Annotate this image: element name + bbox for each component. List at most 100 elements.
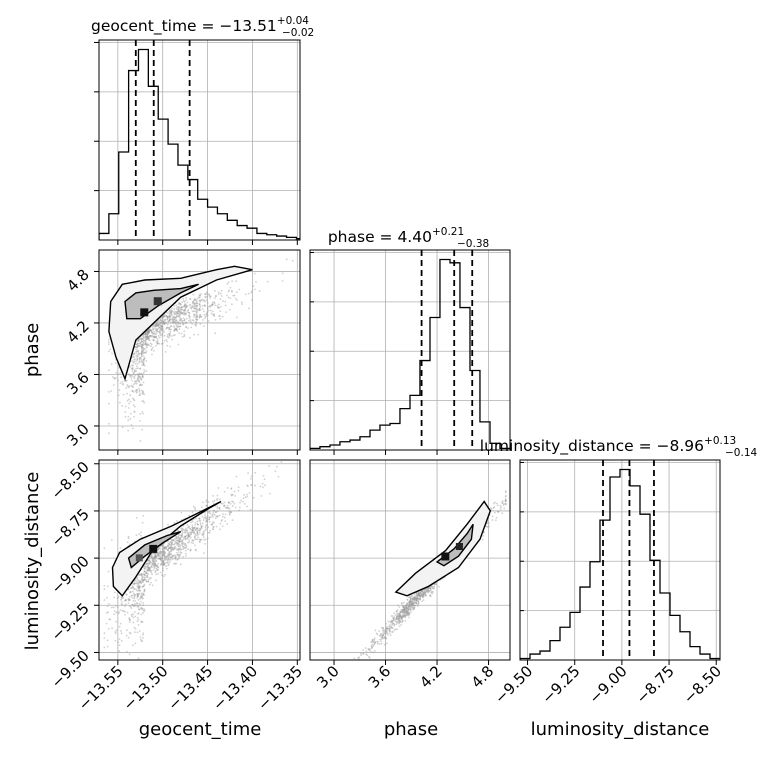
sample-point [116,597,119,600]
sample-point [385,629,387,632]
sample-point [420,594,423,597]
sample-point [154,327,157,330]
sample-point [162,315,165,318]
sample-point [155,325,158,328]
sample-point [118,611,120,614]
sample-point [216,494,219,497]
sample-point [411,594,413,597]
sample-point [207,309,210,312]
sample-point [209,296,212,299]
sample-point [141,375,144,377]
sample-point [204,293,207,296]
sample-point [156,342,159,345]
sample-point [194,302,197,304]
sample-point [411,597,414,600]
sample-point [130,613,133,616]
sample-point [198,307,201,310]
sample-point [129,606,132,608]
sample-point [184,536,187,538]
sample-point [204,304,207,307]
sample-point [199,300,202,303]
sample-point [420,592,423,595]
sample-point [173,329,176,331]
sample-point [212,513,214,516]
sample-point [155,556,158,558]
sample-point [438,585,440,588]
sample-point [163,548,165,550]
sample-point [162,329,165,332]
sample-point [214,332,217,335]
sample-point [132,415,135,418]
sample-point [173,304,176,307]
sample-point [157,557,160,560]
sample-point [188,314,190,316]
sample-point [127,386,130,389]
sample-point [139,584,141,587]
sample-point [426,587,429,590]
sample-point [213,315,216,318]
sample-point [183,305,186,307]
sample-point [121,380,124,383]
sample-point [140,582,142,584]
sample-point [168,315,171,318]
sample-point [416,595,419,598]
sample-point [179,534,182,537]
sample-point [190,533,192,535]
sample-point [178,328,181,331]
sample-point [170,544,172,546]
sample-point [163,547,166,549]
sample-point [115,377,117,379]
sample-point [208,293,210,295]
sample-point [113,596,115,599]
sample-point [198,316,201,319]
sample-point [194,298,197,301]
sample-point [200,527,203,529]
sample-point [181,335,184,338]
sample-point [382,633,384,635]
sample-point [501,501,504,504]
sample-point [137,604,140,607]
sample-point [145,338,148,341]
sample-point [139,636,142,638]
sample-point [389,621,392,624]
sample-point [198,517,201,520]
sample-point [177,539,180,542]
sample-point [226,506,229,509]
sample-point [424,591,427,594]
sample-point [138,358,141,361]
sample-point [143,590,146,592]
sample-point [115,620,118,623]
sample-point [189,303,192,306]
sample-point [167,540,170,543]
sample-point [501,500,504,503]
sample-point [172,554,174,557]
sample-point [398,614,400,617]
sample-point [386,630,388,633]
sample-point [154,569,157,572]
sample-point [168,334,171,337]
sample-point [136,357,139,359]
sample-point [181,301,183,303]
sample-point [204,317,206,320]
sample-point [136,359,139,361]
sample-point [502,504,505,507]
sample-point [172,549,175,551]
sample-point [133,411,136,413]
sample-point [148,562,150,565]
sample-point [185,322,188,324]
sample-point [226,294,228,297]
sample-point [409,598,412,601]
sample-point [135,580,138,583]
sample-point [149,335,152,338]
sample-point [193,299,196,302]
sample-point [170,553,173,556]
sample-point [408,611,411,614]
sample-point [163,546,166,549]
sample-point [487,522,490,525]
sample-point [181,532,184,535]
sample-point [195,517,197,520]
sample-point [135,388,138,391]
sample-point [191,304,193,307]
sample-point [224,304,227,307]
sample-point [132,616,135,619]
